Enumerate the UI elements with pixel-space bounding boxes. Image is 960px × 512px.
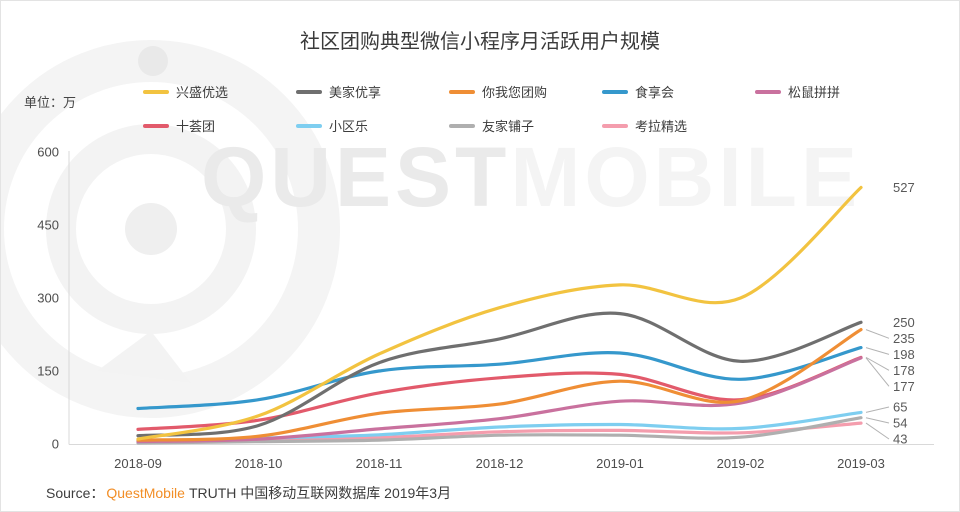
end-value-label-4: 177 (893, 379, 915, 394)
source-line: Source： QuestMobile TRUTH 中国移动互联网数据库 2019年… (46, 483, 451, 503)
legend-swatch-icon (602, 89, 628, 94)
series-line-4 (136, 356, 863, 444)
y-axis-unit-label: 单位：万 (24, 95, 77, 110)
series-line-3 (136, 346, 863, 411)
end-label-connector-7 (865, 417, 890, 424)
y-tick-label-2: 300 (37, 291, 59, 306)
legend-swatch-icon (449, 123, 475, 128)
series-line-7 (136, 416, 863, 445)
x-tick-label-5: 2019-02 (717, 456, 765, 471)
legend-row-0: 兴盛优选 美家优享 你我您团购 食享会 松鼠拼拼 (143, 82, 908, 101)
end-label-connector-8 (865, 422, 890, 440)
legend-label: 十荟团 (176, 119, 216, 134)
end-label-connector-2 (865, 329, 890, 339)
legend-item-1-2: 友家铺子 (449, 116, 602, 135)
end-value-label-6: 65 (893, 400, 907, 415)
legend-item-1-1: 小区乐 (296, 116, 449, 135)
x-tick-label-1: 2018-10 (235, 456, 283, 471)
legend-item-1-3: 考拉精选 (602, 116, 755, 135)
y-tick-label-1: 150 (37, 364, 59, 379)
end-value-label-7: 54 (893, 416, 907, 431)
end-label-connector-4 (865, 357, 890, 387)
legend-item-0-3: 食享会 (602, 82, 755, 101)
legend-item-0-2: 你我您团购 (449, 82, 602, 101)
legend-label: 小区乐 (329, 119, 369, 134)
y-tick-label-3: 450 (37, 218, 59, 233)
legend-swatch-icon (755, 89, 781, 94)
legend-swatch-icon (602, 123, 628, 128)
legend-swatch-icon (296, 89, 322, 94)
legend-label: 兴盛优选 (176, 85, 229, 100)
x-tick-label-4: 2019-01 (596, 456, 644, 471)
legend-row-1: 十荟团 小区乐 友家铺子 考拉精选 (143, 116, 755, 135)
x-tick-label-6: 2019-03 (837, 456, 885, 471)
legend-swatch-icon (296, 123, 322, 128)
legend-swatch-icon (143, 123, 169, 128)
source-prefix: Source： (46, 485, 105, 501)
end-value-label-0: 527 (893, 180, 915, 195)
x-tick-label-3: 2018-12 (476, 456, 524, 471)
legend-item-0-0: 兴盛优选 (143, 82, 296, 101)
legend-label: 考拉精选 (635, 119, 688, 134)
end-label-connector-5 (865, 356, 890, 371)
series-line-2 (136, 328, 863, 442)
source-suffix: TRUTH 中国移动互联网数据库 2019年3月 (188, 485, 452, 501)
end-label-connector-6 (865, 406, 890, 413)
legend-swatch-icon (143, 89, 169, 94)
series-line-0 (136, 185, 863, 441)
legend-label: 你我您团购 (482, 85, 548, 100)
end-value-label-3: 198 (893, 347, 915, 362)
y-tick-label-4: 600 (37, 145, 59, 160)
legend-label: 松鼠拼拼 (788, 85, 841, 100)
source-brand: QuestMobile (106, 485, 185, 501)
end-label-connector-3 (865, 347, 890, 355)
series-line-1 (136, 311, 863, 438)
legend-item-1-0: 十荟团 (143, 116, 296, 135)
end-value-label-5: 178 (893, 363, 915, 378)
legend-label: 美家优享 (329, 85, 382, 100)
end-value-label-1: 250 (893, 315, 915, 330)
legend-item-0-1: 美家优享 (296, 82, 449, 101)
x-tick-label-2: 2018-11 (356, 456, 403, 471)
end-value-label-8: 43 (893, 432, 907, 447)
legend-item-0-4: 松鼠拼拼 (755, 82, 908, 101)
page-title: 社区团购典型微信小程序月活跃用户规模 (300, 31, 660, 53)
y-tick-label-0: 0 (52, 437, 59, 452)
end-value-label-2: 235 (893, 331, 915, 346)
x-tick-label-0: 2018-09 (114, 456, 162, 471)
legend-swatch-icon (449, 89, 475, 94)
legend-label: 食享会 (635, 85, 675, 100)
legend-label: 友家铺子 (482, 119, 535, 134)
